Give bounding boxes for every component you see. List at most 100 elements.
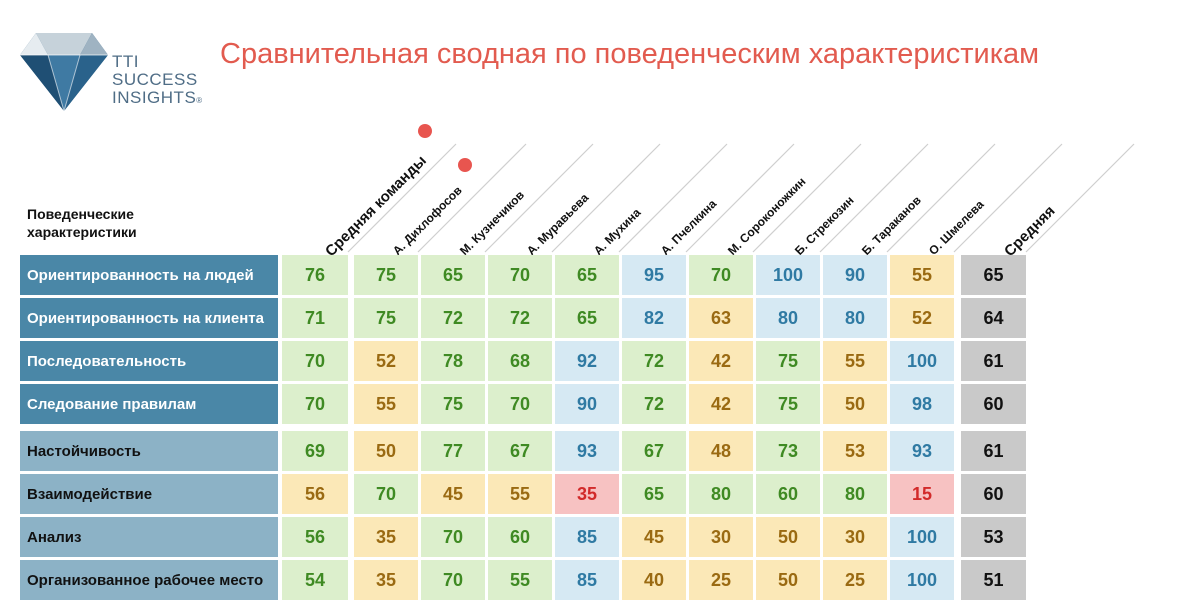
row-header-label: Поведенческие характеристики	[27, 206, 137, 240]
header-divider-line	[551, 143, 661, 253]
score-cell: 98	[890, 384, 954, 424]
header-divider-line	[819, 143, 929, 253]
row-label: Анализ	[20, 517, 278, 557]
score-cell: 100	[756, 255, 820, 295]
score-cell: 75	[354, 298, 418, 338]
header-divider-line	[1025, 143, 1135, 253]
score-cell: 60	[961, 474, 1026, 514]
score-cell: 100	[890, 560, 954, 600]
row-label: Ориентированность на клиента	[20, 298, 278, 338]
score-cell: 65	[421, 255, 485, 295]
score-cell: 50	[354, 431, 418, 471]
score-cell: 78	[421, 341, 485, 381]
score-cell: 53	[823, 431, 887, 471]
header-divider-line	[417, 143, 527, 253]
score-cell: 48	[689, 431, 753, 471]
score-cell: 65	[961, 255, 1026, 295]
score-cell: 80	[689, 474, 753, 514]
score-cell: 92	[555, 341, 619, 381]
score-cell: 90	[823, 255, 887, 295]
logo-line-2: SUCCESS	[112, 70, 198, 89]
score-cell: 100	[890, 517, 954, 557]
score-cell: 93	[555, 431, 619, 471]
score-cell: 52	[890, 298, 954, 338]
score-cell: 30	[823, 517, 887, 557]
score-cell: 63	[689, 298, 753, 338]
score-cell: 93	[890, 431, 954, 471]
score-cell: 72	[421, 298, 485, 338]
score-cell: 67	[488, 431, 552, 471]
score-cell: 65	[555, 255, 619, 295]
score-cell: 54	[282, 560, 348, 600]
score-cell: 85	[555, 517, 619, 557]
score-cell: 56	[282, 474, 348, 514]
score-cell: 70	[488, 255, 552, 295]
score-cell: 55	[890, 255, 954, 295]
score-cell: 50	[823, 384, 887, 424]
header-divider-line	[886, 143, 996, 253]
score-cell: 61	[961, 341, 1026, 381]
score-cell: 72	[622, 341, 686, 381]
score-cell: 72	[622, 384, 686, 424]
score-cell: 70	[689, 255, 753, 295]
score-cell: 75	[756, 384, 820, 424]
score-cell: 35	[354, 517, 418, 557]
score-cell: 40	[622, 560, 686, 600]
score-cell: 75	[421, 384, 485, 424]
score-cell: 60	[488, 517, 552, 557]
score-cell: 50	[756, 517, 820, 557]
diamond-icon	[20, 33, 108, 112]
row-label: Последовательность	[20, 341, 278, 381]
score-cell: 70	[354, 474, 418, 514]
row-label: Ориентированность на людей	[20, 255, 278, 295]
score-cell: 45	[622, 517, 686, 557]
score-cell: 35	[555, 474, 619, 514]
score-cell: 80	[756, 298, 820, 338]
score-cell: 55	[488, 474, 552, 514]
score-cell: 42	[689, 341, 753, 381]
score-cell: 100	[890, 341, 954, 381]
score-cell: 75	[354, 255, 418, 295]
score-cell: 80	[823, 298, 887, 338]
score-cell: 70	[282, 384, 348, 424]
score-cell: 65	[622, 474, 686, 514]
header-divider-line	[484, 143, 594, 253]
score-cell: 72	[488, 298, 552, 338]
score-cell: 56	[282, 517, 348, 557]
row-label: Взаимодействие	[20, 474, 278, 514]
score-cell: 55	[488, 560, 552, 600]
score-cell: 42	[689, 384, 753, 424]
score-cell: 50	[756, 560, 820, 600]
header-divider-line	[685, 143, 795, 253]
score-cell: 60	[756, 474, 820, 514]
score-cell: 65	[555, 298, 619, 338]
score-cell: 53	[961, 517, 1026, 557]
score-cell: 70	[421, 517, 485, 557]
score-cell: 77	[421, 431, 485, 471]
row-label: Организованное рабочее место	[20, 560, 278, 600]
score-cell: 55	[823, 341, 887, 381]
score-cell: 35	[354, 560, 418, 600]
score-cell: 71	[282, 298, 348, 338]
score-cell: 90	[555, 384, 619, 424]
header-divider-line	[618, 143, 728, 253]
score-cell: 25	[823, 560, 887, 600]
header-divider-line	[953, 143, 1063, 253]
score-cell: 76	[282, 255, 348, 295]
score-cell: 25	[689, 560, 753, 600]
score-cell: 68	[488, 341, 552, 381]
score-cell: 70	[421, 560, 485, 600]
score-cell: 80	[823, 474, 887, 514]
logo-text: TTI SUCCESS INSIGHTS®	[112, 53, 203, 110]
score-cell: 64	[961, 298, 1026, 338]
score-cell: 95	[622, 255, 686, 295]
score-cell: 51	[961, 560, 1026, 600]
row-label: Следование правилам	[20, 384, 278, 424]
score-cell: 70	[282, 341, 348, 381]
score-cell: 55	[354, 384, 418, 424]
header-divider-line	[347, 143, 457, 253]
logo-line-1: TTI	[112, 52, 139, 71]
score-cell: 52	[354, 341, 418, 381]
score-cell: 75	[756, 341, 820, 381]
